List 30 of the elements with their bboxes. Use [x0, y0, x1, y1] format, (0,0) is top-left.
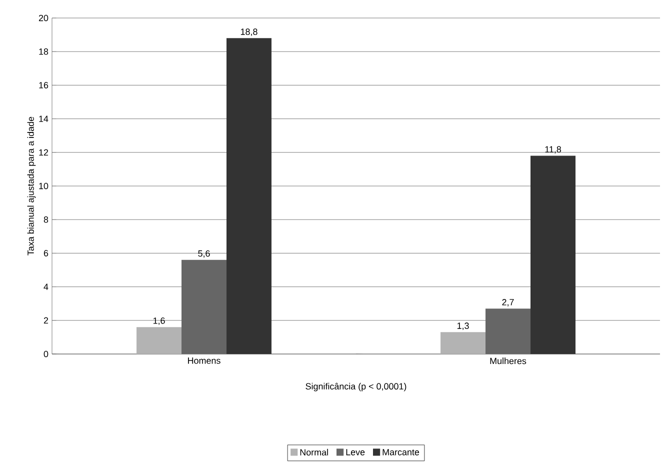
y-tick-label: 0 [44, 350, 48, 358]
y-tick-label: 12 [39, 149, 48, 156]
y-tick-label: 16 [39, 82, 48, 88]
data-label: 2,7 [502, 299, 514, 306]
x-axis-title: Significância (p < 0,0001) [306, 382, 406, 392]
y-tick-label: 4 [44, 284, 48, 290]
bar [182, 260, 226, 354]
x-tick-label: Homens [188, 358, 220, 364]
legend-label: Leve [346, 449, 365, 456]
bar [486, 308, 530, 354]
y-axis-title: Taxa bianual ajustada para a idade [27, 116, 36, 256]
bar [226, 38, 272, 354]
y-tick-label: 18 [39, 48, 48, 55]
data-label: 1,6 [153, 318, 165, 325]
data-label: 1,3 [457, 322, 469, 330]
y-tick-label: 14 [39, 116, 48, 122]
y-tick-label: 6 [44, 250, 48, 256]
data-label: 11,8 [545, 146, 561, 154]
data-label: 18,8 [240, 28, 258, 36]
bar [440, 332, 486, 354]
legend-label: Marcante [382, 449, 420, 456]
legend-label: Normal [300, 448, 328, 456]
bar [136, 327, 182, 354]
x-tick-label: Mulheres [490, 358, 526, 364]
data-label: 5,6 [198, 250, 210, 258]
y-tick-label: 20 [38, 14, 48, 22]
y-tick-label: 8 [44, 216, 48, 223]
y-tick-label: 10 [39, 182, 48, 190]
y-tick-label: 2 [44, 317, 48, 324]
bar [530, 156, 576, 354]
